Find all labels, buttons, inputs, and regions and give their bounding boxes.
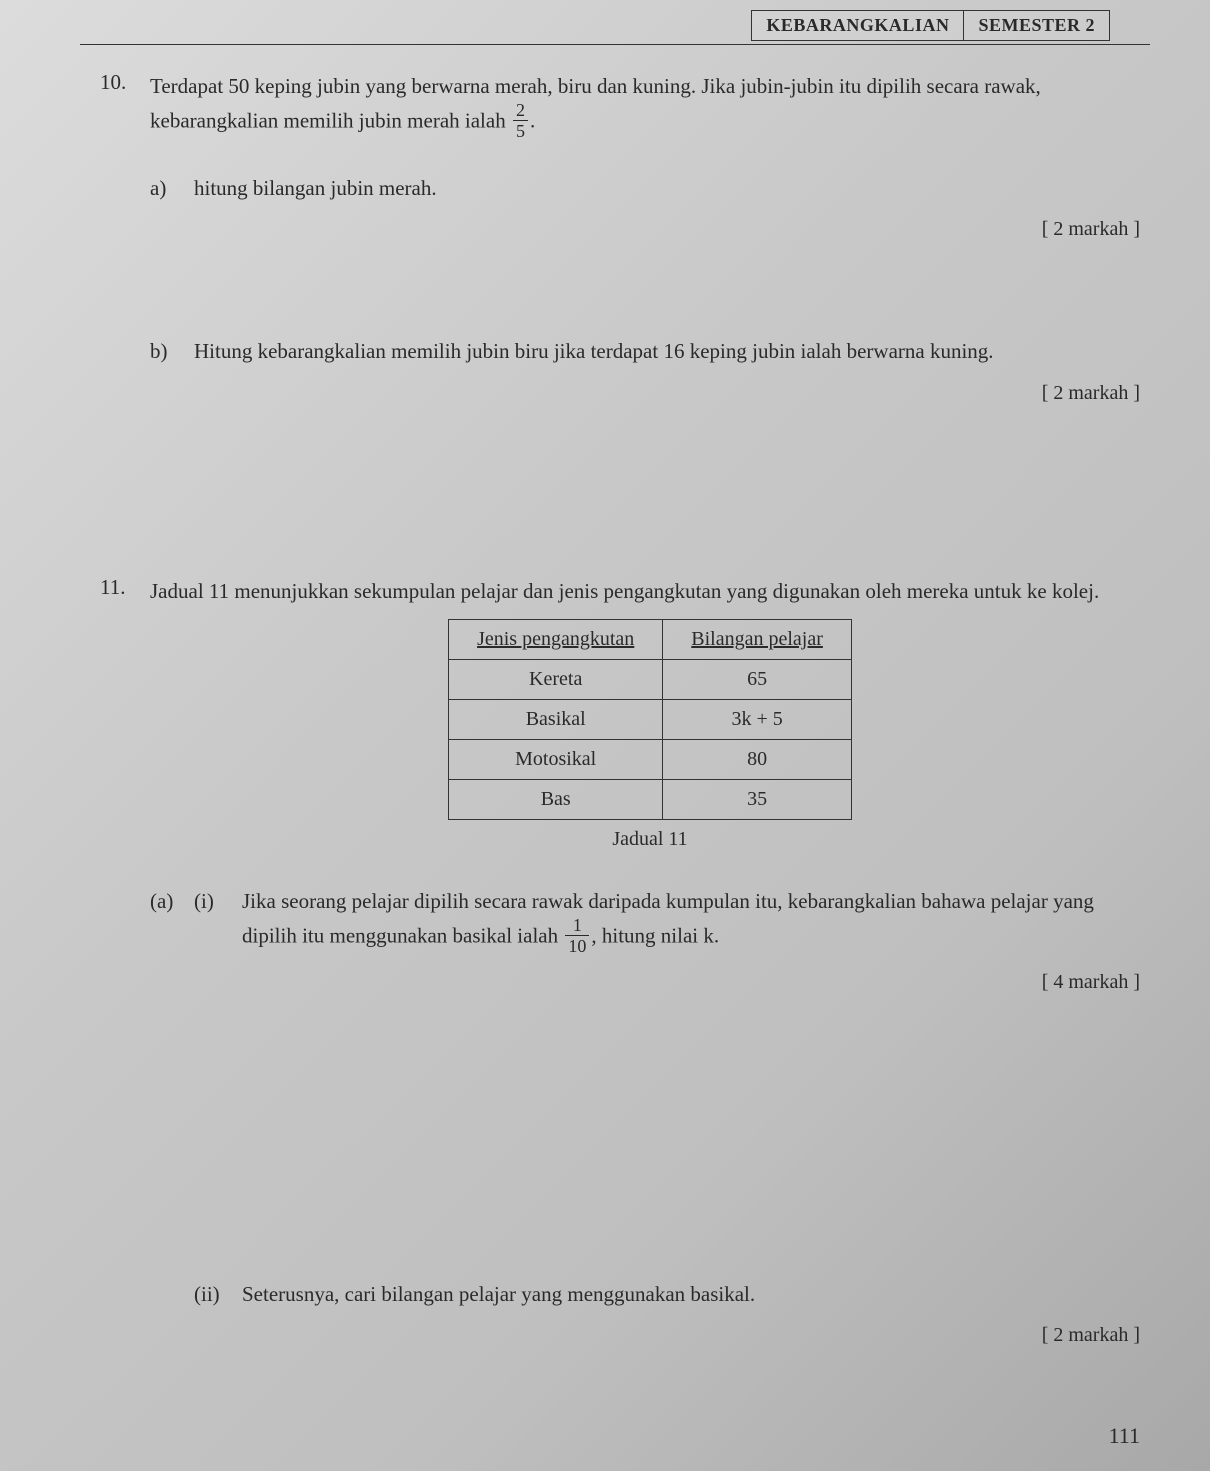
q10-frac-den: 5 [513,121,528,140]
q10b-text: Hitung kebarangkalian memilih jubin biru… [194,335,1150,368]
table-row: Jenis pengangkutan Bilangan pelajar [449,620,852,660]
q11aii-label: (ii) [194,1278,242,1311]
q10-part-b: b) Hitung kebarangkalian memilih jubin b… [150,335,1150,368]
q10a-label: a) [150,172,194,205]
header-rule [80,44,1150,45]
q11ai-text-b: , hitung nilai k. [591,923,719,947]
q10b-label: b) [150,335,194,368]
q11-table-caption: Jadual 11 [150,824,1150,855]
q11ai-label: (i) [194,885,242,918]
table-row: Motosikal 80 [449,740,852,780]
question-10: 10. Terdapat 50 keping jubin yang berwar… [100,70,1150,409]
q10-stem-b: . [530,108,535,132]
header-boxes: KEBARANGKALIAN SEMESTER 2 [751,10,1110,41]
q11-table: Jenis pengangkutan Bilangan pelajar Kere… [448,619,852,820]
table-cell: Motosikal [449,740,663,780]
table-cell: Basikal [449,700,663,740]
table-cell: 3k + 5 [663,700,852,740]
table-row: Kereta 65 [449,660,852,700]
q10-fraction: 25 [513,101,528,140]
q11ai-fraction: 110 [565,916,589,955]
q11aii-text: Seterusnya, cari bilangan pelajar yang m… [242,1278,1150,1311]
q11ai-body: Jika seorang pelajar dipilih secara rawa… [242,885,1150,957]
q11-a-ii: (ii) Seterusnya, cari bilangan pelajar y… [194,1278,1150,1311]
q11ai-frac-num: 1 [565,916,589,936]
q10-number: 10. [100,70,150,95]
q11-number: 11. [100,575,150,600]
q11-col1-header: Jenis pengangkutan [449,620,663,660]
q11ai-marks: [ 4 markah ] [194,967,1150,998]
q11-body: Jadual 11 menunjukkan sekumpulan pelajar… [150,575,1150,1352]
q10-stem-a: Terdapat 50 keping jubin yang berwarna m… [150,74,1041,132]
table-cell: Bas [449,780,663,820]
table-cell: 35 [663,780,852,820]
q10a-text: hitung bilangan jubin merah. [194,172,1150,205]
table-row: Basikal 3k + 5 [449,700,852,740]
q11-a-i: (i) Jika seorang pelajar dipilih secara … [194,885,1150,957]
question-11: 11. Jadual 11 menunjukkan sekumpulan pel… [100,575,1150,1352]
q11-stem: Jadual 11 menunjukkan sekumpulan pelajar… [150,579,1099,603]
header-box-semester: SEMESTER 2 [964,10,1110,41]
content: 10. Terdapat 50 keping jubin yang berwar… [100,70,1150,1351]
q11-col2-header: Bilangan pelajar [663,620,852,660]
table-cell: Kereta [449,660,663,700]
q10-part-a: a) hitung bilangan jubin merah. [150,172,1150,205]
q11-part-a: (a) (i) Jika seorang pelajar dipilih sec… [150,885,1150,1351]
q11aii-marks: [ 2 markah ] [194,1320,1150,1351]
table-row: Bas 35 [449,780,852,820]
q11a-label: (a) [150,885,194,918]
table-cell: 65 [663,660,852,700]
header-box-topic: KEBARANGKALIAN [751,10,964,41]
q11ai-frac-den: 10 [565,936,589,955]
q10a-marks: [ 2 markah ] [150,214,1150,245]
q10b-marks: [ 2 markah ] [150,378,1150,409]
q10-body: Terdapat 50 keping jubin yang berwarna m… [150,70,1150,409]
table-cell: 80 [663,740,852,780]
page-number: 111 [1109,1423,1140,1449]
exam-page: KEBARANGKALIAN SEMESTER 2 10. Terdapat 5… [0,0,1210,1471]
q10-frac-num: 2 [513,101,528,121]
